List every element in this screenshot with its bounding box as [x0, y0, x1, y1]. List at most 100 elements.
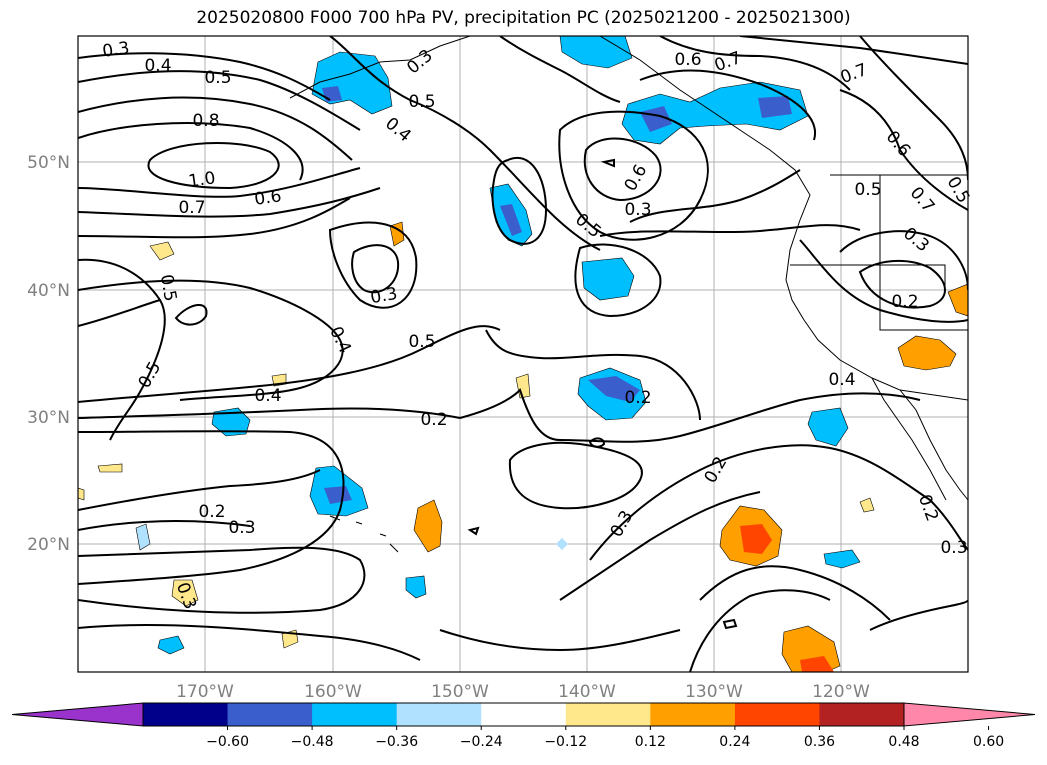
us-border-2	[879, 175, 968, 331]
colorbar-segment	[143, 703, 229, 726]
pv-contours	[78, 36, 968, 672]
colorbar-tick-label: −0.36	[375, 734, 418, 750]
baja-coast	[871, 377, 947, 501]
positive-pc-shading	[78, 221, 968, 672]
neg-blob-33n-core	[588, 376, 640, 402]
mexico-border	[899, 389, 968, 401]
contour-label: 0.5	[156, 273, 180, 303]
neg-blob-30n-east	[807, 407, 849, 447]
contour-label: 0.6	[253, 186, 283, 210]
coastlines	[289, 36, 968, 553]
alaska-coast	[289, 36, 471, 99]
neg-blob-bc-core1	[640, 106, 672, 132]
pv-contours-small	[467, 158, 738, 630]
contour-label: 0.7	[178, 198, 205, 218]
lon-label-170w: 170°W	[176, 682, 234, 702]
neg-blob-17n	[405, 575, 427, 599]
colorbar-tick-label: 0.60	[973, 734, 1004, 750]
colorbar-segment	[734, 703, 820, 726]
neg-blob-bc-core2	[758, 96, 792, 118]
contour-label: 1.0	[187, 168, 217, 192]
contour-label: 0.4	[828, 370, 855, 390]
pos-blob-22n	[413, 499, 443, 553]
contour-label: 0.5	[408, 332, 435, 352]
neg-blob-mid-north-core	[500, 204, 522, 236]
pv-0.3-closed	[351, 244, 400, 294]
neg-blob-21n	[135, 523, 151, 551]
map-title: 2025020800 F000 700 hPa PV, precipitatio…	[196, 8, 851, 28]
lon-label-150w: 150°W	[431, 682, 489, 702]
contour-label: 0.3	[624, 200, 651, 220]
latitude-labels: 50°N 40°N 30°N 20°N	[27, 153, 70, 555]
contour-label: 0.3	[228, 518, 255, 538]
colorbar-segment	[650, 703, 736, 726]
contour-label: 0.2	[198, 502, 225, 522]
colorbar-frame	[142, 702, 905, 727]
contour-label: 0.3	[940, 538, 967, 558]
contour-label: 0.8	[192, 111, 219, 131]
contour-label: 0.6	[674, 50, 701, 70]
colorbar-tick-label: −0.12	[544, 734, 587, 750]
contour-label: 0.5	[854, 180, 881, 200]
pos-blob-26n-west	[97, 463, 123, 473]
colorbar-tick-label: −0.60	[206, 734, 249, 750]
pos-blob-23n-east	[859, 497, 875, 513]
colorbar-segment	[396, 703, 482, 726]
colorbar-segment	[481, 703, 567, 726]
colorbar-segments	[11, 702, 1036, 727]
colorbar-segment	[227, 703, 313, 726]
neg-blob-25n-core	[324, 486, 352, 504]
neg-blob-12n	[157, 635, 185, 655]
longitude-labels: 170°W 160°W 150°W 140°W 130°W 120°W	[176, 682, 870, 702]
pos-blob-12n	[281, 629, 299, 649]
colorbar-segment	[819, 703, 905, 726]
lat-label-50n: 50°N	[27, 153, 70, 173]
colorbar-tick-label: −0.24	[460, 734, 503, 750]
bc-coast	[599, 36, 811, 221]
pos-blob-20n-east-core	[740, 524, 772, 554]
colorbar: −0.60 −0.48 −0.36 −0.24 −0.12 0.12 0.24 0.36 0.4…	[11, 702, 1036, 750]
colorbar-extend-min	[11, 702, 144, 727]
colorbar-extend-max	[903, 702, 1036, 727]
contour-label: 0.4	[144, 56, 171, 76]
negative-pc-shading	[135, 36, 861, 655]
neg-blob-20n-dot	[556, 538, 568, 550]
contour-label: 0.2	[891, 292, 918, 312]
contour-label: 0.5	[204, 68, 231, 88]
lon-label-130w: 130°W	[685, 682, 743, 702]
pos-blob-east-edge	[947, 283, 968, 317]
pos-blob-15n	[171, 579, 199, 607]
pv-1.0-closed	[147, 141, 280, 190]
colorbar-segment	[312, 703, 398, 726]
colorbar-tick-label: 0.12	[635, 734, 666, 750]
lon-label-120w: 120°W	[812, 682, 870, 702]
pos-blob-43n-west	[149, 241, 175, 261]
map-area[interactable]	[78, 36, 968, 672]
neg-blob-30n-west	[211, 407, 251, 437]
lon-label-140w: 140°W	[558, 682, 616, 702]
colorbar-tick-label: 0.48	[888, 734, 919, 750]
lat-label-20n: 20°N	[27, 535, 70, 555]
contour-label: 0.4	[254, 386, 281, 406]
colorbar-tick-label: −0.48	[291, 734, 334, 750]
us-border-3	[790, 264, 946, 290]
contour-label: 0.5	[408, 92, 435, 112]
lat-label-30n: 30°N	[27, 408, 70, 428]
hawaii-islands	[329, 515, 399, 553]
contour-label: 0.2	[624, 388, 651, 408]
pos-blob-24n-edge	[78, 487, 85, 501]
colorbar-ticks: −0.60 −0.48 −0.36 −0.24 −0.12 0.12 0.24 0.36 0.4…	[206, 726, 1004, 750]
contour-label: 0.3	[101, 38, 131, 62]
neg-blob-40n	[581, 257, 635, 301]
lon-label-160w: 160°W	[304, 682, 362, 702]
lat-label-40n: 40°N	[27, 281, 70, 301]
pos-blob-baja	[897, 335, 957, 371]
colorbar-segment	[565, 703, 651, 726]
colorbar-tick-label: 0.24	[719, 734, 750, 750]
us-coast	[785, 219, 968, 501]
pos-blob-sw-core	[800, 656, 834, 672]
neg-blob-18n-east	[823, 549, 861, 569]
colorbar-tick-label: 0.36	[804, 734, 835, 750]
map-frame	[77, 35, 969, 673]
contour-label: 0.3	[369, 284, 399, 308]
